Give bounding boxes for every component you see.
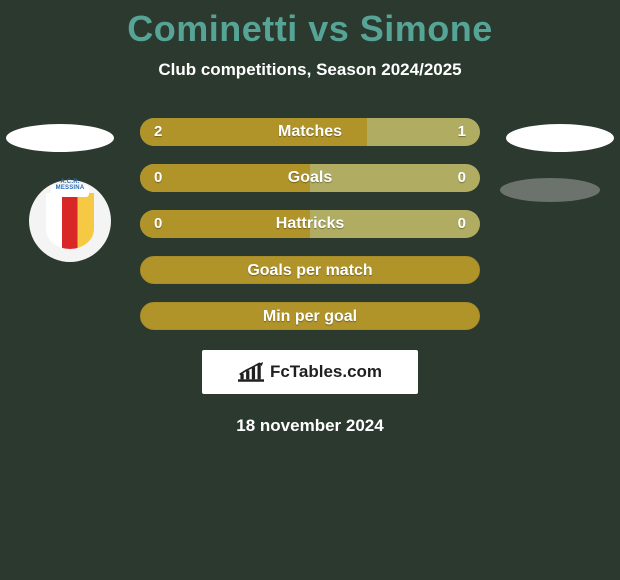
stat-value-left: 2 bbox=[154, 118, 162, 146]
badge-shield-icon: A.C.R. MESSINA bbox=[46, 193, 94, 249]
stat-label: Goals bbox=[288, 164, 332, 192]
page-title: Cominetti vs Simone bbox=[0, 0, 620, 50]
stat-label: Min per goal bbox=[263, 303, 357, 331]
stat-label: Hattricks bbox=[276, 210, 344, 238]
stat-row-label-only: Goals per match bbox=[140, 256, 480, 284]
left-club-badge: A.C.R. MESSINA bbox=[29, 180, 111, 262]
right-accent-ellipse bbox=[506, 124, 614, 152]
stat-value-right: 0 bbox=[458, 210, 466, 238]
left-accent-ellipse bbox=[6, 124, 114, 152]
right-shadow-ellipse bbox=[500, 178, 600, 202]
stat-row: 2 Matches 1 bbox=[140, 118, 480, 146]
stat-label: Matches bbox=[278, 118, 342, 146]
footer-date: 18 november 2024 bbox=[0, 416, 620, 436]
badge-club-text: A.C.R. MESSINA bbox=[46, 179, 94, 191]
stat-label: Goals per match bbox=[247, 257, 372, 285]
page-subtitle: Club competitions, Season 2024/2025 bbox=[0, 60, 620, 80]
stat-value-left: 0 bbox=[154, 210, 162, 238]
stat-value-left: 0 bbox=[154, 164, 162, 192]
stat-value-right: 0 bbox=[458, 164, 466, 192]
stat-row-label-only: Min per goal bbox=[140, 302, 480, 330]
fctables-brand-text: FcTables.com bbox=[270, 362, 382, 382]
stat-fill-left bbox=[140, 164, 310, 192]
bar-chart-icon bbox=[238, 361, 264, 383]
stat-row: 0 Goals 0 bbox=[140, 164, 480, 192]
stat-value-right: 1 bbox=[458, 118, 466, 146]
fctables-brand-box: FcTables.com bbox=[202, 350, 418, 394]
stat-row: 0 Hattricks 0 bbox=[140, 210, 480, 238]
